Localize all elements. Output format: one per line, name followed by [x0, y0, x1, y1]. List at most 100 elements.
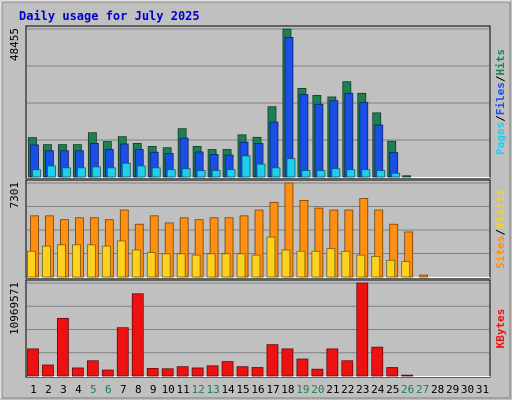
- bar-visits: [221, 253, 231, 278]
- legend-item: Sites: [494, 236, 507, 269]
- x-tick-label: 26: [401, 383, 414, 396]
- bar-visits: [266, 236, 276, 278]
- bar-kbytes: [311, 368, 324, 377]
- bar-kbytes: [221, 361, 234, 377]
- bar-files: [374, 124, 384, 178]
- panel-visits-sites: 7301 Sites/Visits: [8, 179, 507, 279]
- x-tick-label: 20: [311, 383, 324, 396]
- bar-kbytes: [236, 366, 249, 377]
- bar-sites: [419, 274, 429, 278]
- bar-pages: [391, 172, 401, 178]
- bar-visits: [281, 249, 291, 278]
- bar-visits: [311, 250, 321, 278]
- legend: Pages/Files/Hits: [494, 49, 507, 155]
- x-tick-label: 27: [416, 383, 429, 396]
- bar-kbytes: [176, 366, 189, 377]
- bar-pages: [166, 169, 176, 178]
- x-tick-label: 14: [221, 383, 235, 396]
- bar-visits: [116, 240, 126, 278]
- bar-visits: [131, 249, 141, 278]
- bar-kbytes: [131, 293, 144, 377]
- bar-kbytes: [101, 369, 114, 377]
- x-tick-label: 3: [60, 383, 67, 396]
- x-tick-label: 8: [135, 383, 142, 396]
- bar-hits: [402, 175, 412, 178]
- bar-pages: [151, 167, 161, 178]
- bar-kbytes: [326, 348, 339, 377]
- bar-visits: [191, 254, 201, 278]
- x-tick-label: 29: [446, 383, 459, 396]
- x-tick-label: 21: [326, 383, 339, 396]
- bar-pages: [211, 170, 221, 178]
- x-tick-label: 15: [236, 383, 249, 396]
- bar-kbytes: [401, 374, 414, 377]
- bar-visits: [401, 261, 411, 278]
- x-tick-label: 6: [105, 383, 112, 396]
- bar-visits: [371, 256, 381, 278]
- bar-kbytes: [57, 317, 69, 377]
- bar-kbytes: [161, 368, 174, 377]
- legend-item: /: [494, 115, 507, 122]
- bar-visits: [57, 244, 66, 278]
- bar-pages: [136, 165, 146, 178]
- chart-title: Daily usage for July 2025: [19, 9, 200, 23]
- x-tick-label: 5: [90, 383, 97, 396]
- bar-kbytes: [42, 364, 54, 377]
- bar-visits: [236, 253, 246, 278]
- bar-visits: [27, 250, 36, 278]
- x-tick-label: 19: [296, 383, 309, 396]
- bar-pages: [121, 162, 131, 178]
- x-tick-label: 10: [162, 383, 175, 396]
- bar-visits: [206, 253, 216, 278]
- y-max-label: 10969571: [8, 282, 21, 335]
- x-tick-label: 17: [266, 383, 279, 396]
- x-tick-label: 13: [206, 383, 219, 396]
- x-tick-label: 9: [150, 383, 157, 396]
- bar-pages: [32, 169, 41, 178]
- legend-item: KBytes: [494, 309, 507, 349]
- panel-hits-files-pages: 48455 Pages/Files/Hits: [8, 25, 507, 179]
- x-tick-label: 2: [45, 383, 52, 396]
- plot-area: [25, 279, 491, 378]
- x-axis: 1 2 3 4 5 6 7 8 9 10 11 12 13 14 15 16 17 18 19 20 21 22 23 24 2…: [30, 383, 489, 396]
- bar-kbytes: [266, 344, 279, 377]
- bar-pages: [256, 163, 266, 178]
- bar-kbytes: [146, 367, 159, 377]
- bar-visits: [146, 252, 156, 278]
- legend: KBytes: [494, 309, 507, 349]
- bar-pages: [106, 167, 116, 178]
- bar-pages: [271, 167, 281, 178]
- bar-pages: [346, 169, 356, 178]
- x-tick-label: 24: [371, 383, 385, 396]
- bar-kbytes: [371, 346, 384, 377]
- x-tick-label: 28: [431, 383, 444, 396]
- bar-visits: [161, 253, 171, 278]
- bar-kbytes: [27, 348, 39, 377]
- x-tick-label: 7: [120, 383, 127, 396]
- x-tick-label: 25: [386, 383, 399, 396]
- bar-visits: [386, 259, 396, 278]
- bar-pages: [91, 166, 101, 178]
- legend-item: Visits: [494, 189, 507, 229]
- bar-visits: [356, 254, 366, 278]
- bar-pages: [47, 165, 56, 178]
- x-tick-label: 1: [30, 383, 37, 396]
- bar-files: [314, 103, 324, 178]
- bar-visits: [176, 253, 186, 278]
- bar-pages: [376, 170, 386, 178]
- x-tick-label: 11: [177, 383, 190, 396]
- bar-pages: [226, 169, 236, 178]
- bar-files: [284, 37, 294, 178]
- y-max-label: 48455: [8, 28, 21, 61]
- legend-item: Files: [494, 82, 507, 115]
- bar-visits: [86, 244, 96, 278]
- x-tick-label: 18: [281, 383, 294, 396]
- x-tick-label: 23: [356, 383, 369, 396]
- bar-kbytes: [191, 367, 204, 377]
- bar-kbytes: [71, 367, 84, 377]
- bar-files: [359, 102, 369, 178]
- bar-visits: [341, 250, 351, 278]
